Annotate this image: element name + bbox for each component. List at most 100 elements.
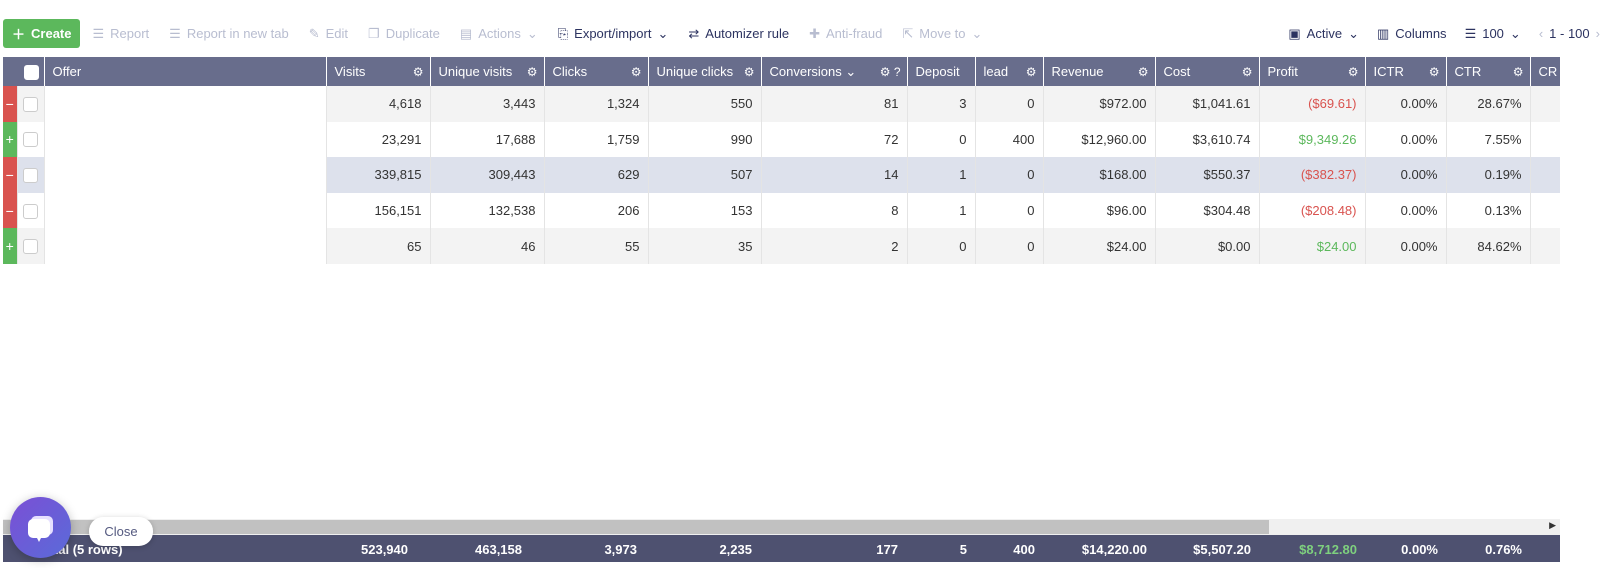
column-header-ictr[interactable]: ICTR ⚙ <box>1365 57 1447 86</box>
total-ictr: 0.00% <box>1401 542 1438 557</box>
actions-dropdown[interactable]: ▤ Actions ⌄ <box>459 25 538 42</box>
duplicate-button[interactable]: ❐ Duplicate <box>368 25 440 42</box>
row-select <box>17 121 45 158</box>
report-new-tab-button[interactable]: ☰ Report in new tab <box>169 25 289 42</box>
cell-ictr: 0.00% <box>1365 192 1447 229</box>
row-checkbox[interactable] <box>23 203 38 219</box>
column-header-offer[interactable]: Offer <box>44 57 327 86</box>
column-header-lead[interactable]: lead ⚙ <box>975 57 1044 86</box>
scroll-right-icon[interactable]: ▶ <box>1549 520 1556 530</box>
scrollbar-thumb[interactable] <box>3 520 1269 534</box>
column-label: Conversions <box>769 63 842 79</box>
gear-icon[interactable]: ⚙ <box>526 65 538 79</box>
export-import-dropdown[interactable]: ⎘ Export/import ⌄ <box>557 25 669 42</box>
column-label: Cost <box>1163 64 1191 79</box>
gear-icon[interactable]: ⚙ <box>1347 65 1359 79</box>
offer-cell[interactable] <box>44 121 327 158</box>
cell-deposit: 0 <box>907 121 976 158</box>
expand-row-icon[interactable]: + <box>3 121 18 158</box>
row-checkbox[interactable] <box>23 239 38 255</box>
gear-icon[interactable]: ⚙ <box>743 65 755 79</box>
column-header-clicks[interactable]: Clicks ⚙ <box>544 57 649 86</box>
columns-icon: ▥ <box>1376 25 1390 41</box>
column-header-conversions[interactable]: Conversions ⌄ ⚙ ? <box>761 57 908 86</box>
cell-conv: 2 <box>761 228 908 264</box>
gear-icon[interactable]: ⚙ <box>1025 65 1037 79</box>
table-row[interactable]: +65 46 55 35 2 0 0 $24.00 $0.00 $24.00 0.00% 84.62% <box>3 228 1560 264</box>
gear-icon[interactable]: ⚙ <box>412 65 424 79</box>
cell-uclicks: 550 <box>648 86 762 122</box>
total-lead: 400 <box>1013 542 1035 557</box>
column-label: Clicks <box>552 64 588 79</box>
pagination: ‹ 1 - 100 › <box>1538 26 1600 41</box>
pencil-icon: ✎ <box>308 25 320 41</box>
cell-ictr: 0.00% <box>1365 121 1447 158</box>
table-row[interactable]: − 156,151 132,538 206 153 8 1 0 $96.00 $304.48 ($2… <box>3 192 1560 229</box>
offer-cell[interactable] <box>44 228 327 264</box>
row-checkbox[interactable] <box>23 96 38 112</box>
edit-button[interactable]: ✎ Edit <box>308 25 349 42</box>
cell-uvisits: 309,443 <box>430 157 545 193</box>
cell-lead: 0 <box>975 228 1044 264</box>
gear-icon[interactable]: ⚙ <box>1428 65 1440 79</box>
cell-profit: ($69.61) <box>1259 86 1366 122</box>
column-header-profit[interactable]: Profit ⚙ <box>1259 57 1366 86</box>
cell-cost: $550.37 <box>1155 157 1260 193</box>
automizer-rule-button[interactable]: ⇄ Automizer rule <box>688 25 790 42</box>
column-header-revenue[interactable]: Revenue ⚙ <box>1043 57 1156 86</box>
anti-fraud-button[interactable]: ✚ Anti-fraud <box>809 25 883 42</box>
expand-row-icon[interactable]: + <box>3 228 18 264</box>
chat-close-button[interactable]: Close <box>89 517 153 546</box>
table-row[interactable]: +23,291 17,688 1,759 990 72 0 400 $12,960.00 $3,… <box>3 121 1560 158</box>
prev-page-icon[interactable]: ‹ <box>1538 26 1544 41</box>
column-header-unique-clicks[interactable]: Unique clicks ⚙ <box>648 57 762 86</box>
offer-cell[interactable] <box>44 192 327 229</box>
next-page-icon[interactable]: › <box>1595 26 1600 41</box>
row-checkbox[interactable] <box>23 132 38 148</box>
cell-clicks: 1,324 <box>544 86 649 122</box>
column-header-cr[interactable]: CR <box>1530 57 1560 86</box>
column-header-cost[interactable]: Cost ⚙ <box>1155 57 1260 86</box>
columns-button[interactable]: ▥ Columns <box>1376 25 1447 42</box>
column-label: ICTR <box>1373 64 1404 79</box>
cell-visits: 23,291 <box>326 121 431 158</box>
collapse-row-icon[interactable]: − <box>3 86 18 122</box>
sort-desc-icon[interactable]: ⌄ <box>841 63 857 79</box>
cell-profit: ($208.48) <box>1259 192 1366 229</box>
table-row[interactable]: − 4,618 3,443 1,324 550 81 3 0 $972.00 $1,041.61(… <box>3 86 1560 122</box>
cell-cr <box>1530 228 1560 264</box>
column-header-deposit[interactable]: Deposit <box>907 57 976 86</box>
chat-widget-button[interactable] <box>10 497 71 558</box>
report-button[interactable]: ☰ Report <box>92 25 150 42</box>
cell-revenue: $24.00 <box>1043 228 1156 264</box>
collapse-row-icon[interactable]: − <box>3 157 18 193</box>
offer-cell[interactable] <box>44 86 327 122</box>
cell-uvisits: 46 <box>430 228 545 264</box>
cell-lead: 400 <box>975 121 1044 158</box>
total-profit: $8,712.80 <box>1299 542 1357 557</box>
column-header-unique-visits[interactable]: Unique visits ⚙ <box>430 57 545 86</box>
select-all-checkbox[interactable] <box>23 64 39 80</box>
active-filter-dropdown[interactable]: ▣ Active ⌄ <box>1288 25 1359 42</box>
cell-deposit: 1 <box>907 192 976 229</box>
collapse-row-icon[interactable]: − <box>3 192 18 229</box>
per-page-dropdown[interactable]: ☰ 100 ⌄ <box>1464 25 1521 42</box>
row-checkbox[interactable] <box>23 168 38 184</box>
total-ctr: 0.76% <box>1485 542 1522 557</box>
horizontal-scrollbar[interactable]: ▶ <box>3 519 1560 535</box>
chevron-down-icon: ⌄ <box>971 25 983 41</box>
move-to-dropdown[interactable]: ⇱ Move to ⌄ <box>902 25 983 42</box>
gear-icon[interactable]: ⚙ <box>630 65 642 79</box>
create-button[interactable]: ＋ Create <box>3 19 81 48</box>
column-label: CR <box>1538 64 1558 79</box>
cell-conv: 72 <box>761 121 908 158</box>
gear-icon[interactable]: ⚙ <box>1137 65 1149 79</box>
gear-icon[interactable]: ⚙ <box>1512 65 1524 79</box>
column-header-visits[interactable]: Visits ⚙ <box>326 57 431 86</box>
table-row[interactable]: − 339,815 309,443 629 507 14 1 0 $168.00 $550.37(… <box>3 157 1560 193</box>
gear-help-icon[interactable]: ⚙ ? <box>879 65 901 79</box>
offer-cell[interactable] <box>44 157 327 193</box>
cell-profit: $24.00 <box>1259 228 1366 264</box>
gear-icon[interactable]: ⚙ <box>1241 65 1253 79</box>
column-header-ctr[interactable]: CTR ⚙ <box>1446 57 1531 86</box>
